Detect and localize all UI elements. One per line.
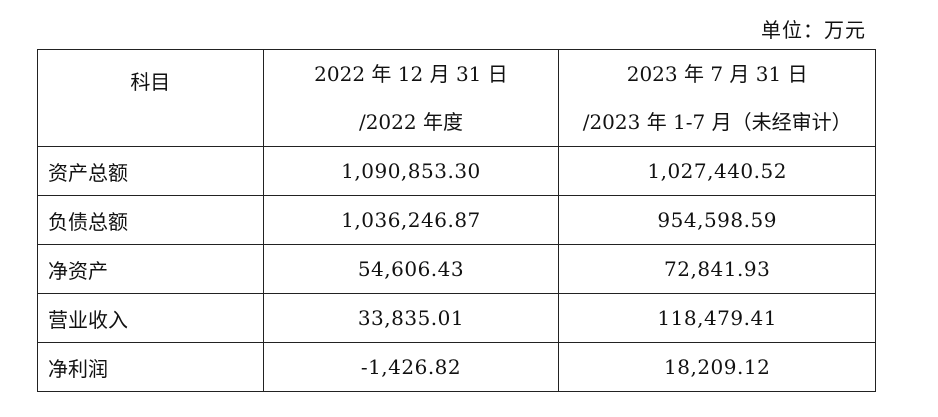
value-2023: 118,479.41 [558,293,876,343]
value-2022: 1,090,853.30 [262,146,560,196]
table-row: 负债总额 1,036,246.87 954,598.59 [37,195,876,245]
header-period-2022: 2022 年 12 月 31 日 /2022 年度 [262,49,560,147]
value-2023: 954,598.59 [558,195,876,245]
value-2023: 18,209.12 [558,342,876,392]
value-2023: 72,841.93 [558,244,876,294]
table-row: 净利润 -1,426.82 18,209.12 [37,342,876,392]
value-2023: 1,027,440.52 [558,146,876,196]
value-2022: 33,835.01 [262,293,560,343]
header-period-2022-line1: 2022 年 12 月 31 日 [314,62,508,86]
value-2022: 54,606.43 [262,244,560,294]
unit-label: 单位：万元 [761,18,866,42]
financial-table: 科目 2022 年 12 月 31 日 /2022 年度 2023 年 7 月 … [37,49,876,392]
value-2022: 1,036,246.87 [262,195,560,245]
header-period-2022-line2: /2022 年度 [358,110,463,134]
value-2022: -1,426.82 [262,342,560,392]
row-label: 净利润 [37,342,264,392]
table-header-row: 科目 2022 年 12 月 31 日 /2022 年度 2023 年 7 月 … [37,49,876,147]
row-label: 营业收入 [37,293,264,343]
row-label: 资产总额 [37,146,264,196]
row-label: 净资产 [37,244,264,294]
row-label: 负债总额 [37,195,264,245]
table-row: 资产总额 1,090,853.30 1,027,440.52 [37,146,876,196]
table-row: 营业收入 33,835.01 118,479.41 [37,293,876,343]
header-period-2023: 2023 年 7 月 31 日 /2023 年 1-7 月（未经审计） [558,49,876,147]
header-period-2023-line1: 2023 年 7 月 31 日 [626,62,808,86]
header-item: 科目 [37,49,264,147]
header-period-2023-line2: /2023 年 1-7 月（未经审计） [582,110,852,134]
table-row: 净资产 54,606.43 72,841.93 [37,244,876,294]
